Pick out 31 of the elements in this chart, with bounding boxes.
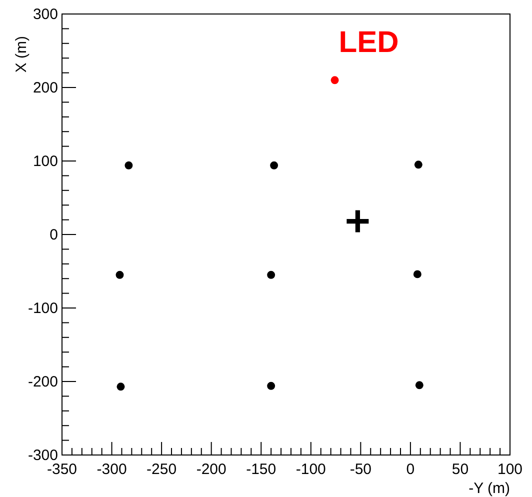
x-tick-label: -50 xyxy=(350,461,372,478)
point xyxy=(270,161,278,170)
y-tick-label: 0 xyxy=(50,226,58,244)
x-tick-label: -350 xyxy=(46,461,78,478)
point xyxy=(330,76,339,84)
x-tick-label: 100 xyxy=(497,461,523,478)
y-tick-label: 300 xyxy=(32,6,58,23)
point xyxy=(413,270,422,278)
y-axis-title: X (m) xyxy=(13,36,30,73)
point xyxy=(267,270,276,279)
point xyxy=(267,382,276,390)
point xyxy=(116,382,125,391)
series-label: LED xyxy=(338,26,399,60)
x-axis-title: -Y (m) xyxy=(468,480,510,497)
point xyxy=(124,161,133,170)
x-tick-label: -200 xyxy=(196,461,226,478)
point xyxy=(346,210,369,232)
x-tick-label: -150 xyxy=(246,461,276,478)
x-tick-label: 0 xyxy=(406,461,415,478)
y-tick-label: -100 xyxy=(28,300,58,317)
point xyxy=(116,270,124,279)
x-tick-label: -300 xyxy=(96,461,127,478)
x-tick-label: -100 xyxy=(296,461,326,478)
x-tick-label: 50 xyxy=(452,461,469,478)
y-tick-label: -300 xyxy=(28,446,58,464)
y-tick-label: -200 xyxy=(28,373,58,390)
point xyxy=(414,160,422,169)
x-tick-label: -250 xyxy=(146,461,177,478)
y-tick-label: 100 xyxy=(32,152,58,170)
y-tick-label: 200 xyxy=(32,79,58,96)
point xyxy=(415,381,424,390)
